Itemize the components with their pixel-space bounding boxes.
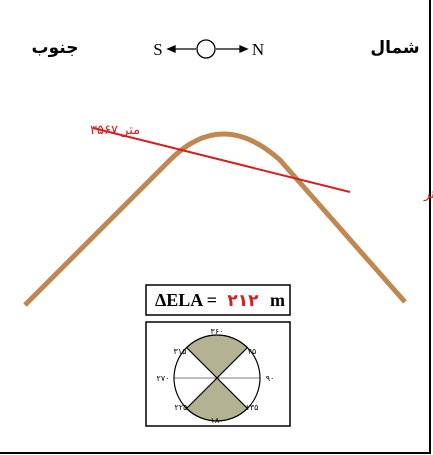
- compass-label: ۱۸۰: [211, 416, 224, 425]
- compass-label: ۳۶۰: [211, 327, 224, 336]
- direction-symbol: [166, 39, 249, 59]
- ela-unit: m: [270, 290, 285, 310]
- compass-label: ۲۷۰: [157, 374, 170, 383]
- compass: [173, 334, 261, 422]
- compass-label: ۱۳۵: [246, 403, 259, 412]
- compass-label: ۳۱۵: [174, 347, 187, 356]
- left-elevation: متر ۳۵۶۷: [90, 123, 140, 138]
- compass-label: ۲۲۵: [175, 403, 188, 412]
- mountain-profile: [23, 131, 407, 307]
- ela-label: ΔELA =: [155, 290, 217, 310]
- compass-label: ۹۰: [266, 374, 275, 383]
- ela-box: [145, 284, 291, 316]
- north-letter: N: [252, 40, 264, 59]
- south-label: جنوب: [32, 38, 79, 58]
- right-elevation: ۳۳۵۵ متر: [423, 187, 433, 202]
- north-label: شمال: [370, 38, 419, 58]
- ela-value: ۲۱۲: [227, 291, 259, 311]
- ela-line: [92, 127, 351, 193]
- compass-label: ۴۵: [248, 347, 257, 356]
- south-letter: S: [153, 40, 162, 59]
